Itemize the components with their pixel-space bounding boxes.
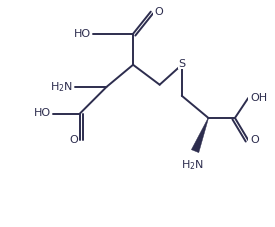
Text: H$_2$N: H$_2$N	[50, 80, 73, 94]
Text: H$_2$N: H$_2$N	[182, 158, 204, 172]
Text: O: O	[69, 135, 78, 145]
Text: O: O	[154, 7, 163, 17]
Text: HO: HO	[34, 109, 51, 118]
Polygon shape	[191, 118, 208, 153]
Text: O: O	[251, 135, 259, 145]
Text: S: S	[178, 59, 185, 69]
Text: OH: OH	[251, 93, 268, 103]
Text: HO: HO	[74, 29, 91, 39]
